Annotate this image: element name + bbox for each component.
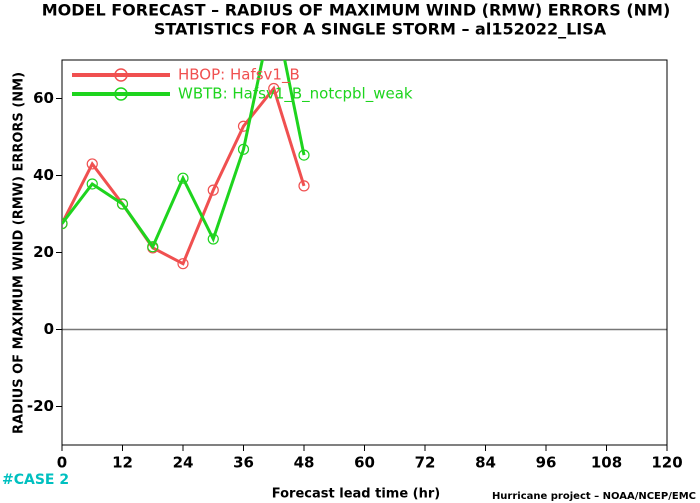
x-tick-label: 24 bbox=[173, 454, 194, 472]
credit: Hurricane project – NOAA/NCEP/EMC bbox=[492, 491, 696, 502]
legend-marker bbox=[114, 68, 128, 82]
data-point bbox=[268, 82, 280, 95]
data-point bbox=[207, 233, 219, 245]
x-tick-label: 96 bbox=[536, 454, 557, 472]
x-tick-label: 36 bbox=[233, 454, 254, 472]
chart-title: MODEL FORECAST – RADIUS OF MAXIMUM WIND … bbox=[42, 1, 671, 20]
series-line bbox=[62, 60, 306, 250]
x-tick-label: 48 bbox=[294, 454, 315, 472]
data-point bbox=[237, 143, 250, 155]
x-tick-label: 120 bbox=[651, 454, 682, 472]
legend-marker bbox=[114, 87, 128, 101]
x-axis-label: Forecast lead time (hr) bbox=[272, 487, 440, 502]
plot-area bbox=[62, 60, 310, 270]
y-axis-label: RADIUS OF MAXIMUM WIND (RMW) ERRORS (NM) bbox=[12, 72, 27, 434]
plot-frame bbox=[61, 59, 668, 446]
data-point bbox=[62, 218, 68, 230]
y-tick-label: 20 bbox=[33, 243, 54, 261]
data-point bbox=[298, 149, 310, 161]
data-point bbox=[86, 178, 98, 190]
legend-label: HBOP: Hafsv1_B bbox=[178, 66, 300, 85]
x-tick-label: 12 bbox=[112, 454, 133, 472]
data-point bbox=[147, 241, 159, 253]
data-point bbox=[177, 258, 189, 270]
data-point bbox=[177, 172, 189, 184]
data-point bbox=[298, 180, 310, 192]
y-tick-label: 40 bbox=[33, 166, 54, 184]
case-label: #CASE 2 bbox=[2, 472, 69, 488]
data-point bbox=[86, 158, 98, 170]
series-line bbox=[62, 85, 306, 266]
data-point bbox=[207, 184, 219, 196]
x-tick-label: 0 bbox=[57, 454, 67, 472]
y-tick-label: 0 bbox=[44, 320, 54, 338]
x-tick-label: 84 bbox=[475, 454, 496, 472]
legend-label: WBTB: Hafsv1_B_notcpbl_weak bbox=[178, 85, 413, 104]
y-tick-label: 60 bbox=[33, 89, 54, 107]
x-tick-label: 108 bbox=[591, 454, 622, 472]
data-point bbox=[116, 198, 129, 210]
y-tick-label: -20 bbox=[27, 397, 54, 415]
x-tick-label: 60 bbox=[354, 454, 375, 472]
chart-subtitle: STATISTICS FOR A SINGLE STORM – al152022… bbox=[154, 20, 607, 39]
x-tick-label: 72 bbox=[415, 454, 436, 472]
